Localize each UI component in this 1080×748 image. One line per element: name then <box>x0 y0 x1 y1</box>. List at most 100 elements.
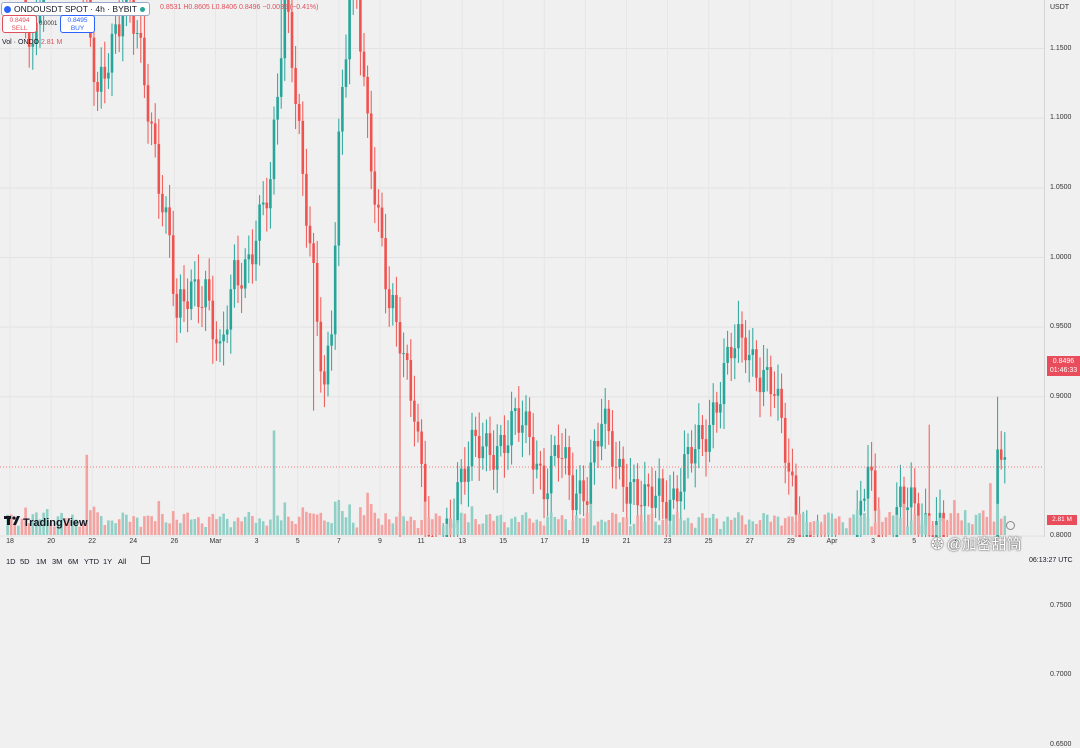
volume-bar <box>374 513 377 535</box>
candle-body <box>1004 457 1007 460</box>
candle-body <box>716 402 719 412</box>
candle-body <box>629 482 632 504</box>
candle-body <box>298 104 301 121</box>
candle-body <box>618 459 621 467</box>
volume-bar <box>176 520 179 535</box>
range-button-1y[interactable]: 1Y <box>103 557 112 566</box>
time-tick-label: Mar <box>209 538 221 545</box>
candle-body <box>168 207 171 235</box>
candle-body <box>608 409 611 431</box>
volume-bar <box>276 516 279 535</box>
volume-bar <box>716 519 719 535</box>
candle-body <box>399 322 402 353</box>
volume-bar <box>914 514 917 535</box>
volume-bar <box>233 521 236 535</box>
candle-body <box>755 349 758 378</box>
volume-bar <box>777 517 780 535</box>
wechat-icon: ❂ <box>931 535 944 553</box>
buy-button[interactable]: 0.8495 BUY <box>60 15 95 33</box>
candle-body <box>482 446 485 458</box>
candle-body <box>550 456 553 493</box>
volume-legend[interactable]: Vol · ONDO 2.81 M <box>2 39 62 46</box>
watermark: ❂ @加密甜筒 <box>931 533 1022 554</box>
range-button-3m[interactable]: 3M <box>52 557 62 566</box>
sell-price: 0.8494 <box>3 17 36 25</box>
volume-bar <box>334 502 337 535</box>
candle-body <box>179 289 182 317</box>
calendar-icon[interactable] <box>141 556 150 564</box>
time-tick-label: 25 <box>705 538 713 545</box>
candle-body <box>363 52 366 77</box>
candle-body <box>183 289 186 301</box>
candle-body <box>305 174 308 226</box>
candle-body <box>640 505 643 506</box>
range-button-ytd[interactable]: YTD <box>84 557 99 566</box>
volume-bar <box>528 518 531 535</box>
range-button-5d[interactable]: 5D <box>20 557 30 566</box>
range-button-1d[interactable]: 1D <box>6 557 16 566</box>
buy-label: BUY <box>61 25 94 33</box>
volume-bar <box>651 514 654 535</box>
volume-bar <box>197 517 200 535</box>
scroll-to-realtime-icon[interactable] <box>1006 521 1015 530</box>
ohlc-values: 0.8531 H0.8605 L0.8406 0.8496 −0.0035 (−… <box>160 4 318 11</box>
volume-bar <box>572 521 575 535</box>
volume-bar <box>532 523 535 535</box>
volume-bar <box>604 522 607 535</box>
utc-clock[interactable]: 06:13:27 UTC <box>1029 557 1073 564</box>
candle-body <box>158 144 161 194</box>
candle-body <box>730 347 733 358</box>
range-button-6m[interactable]: 6M <box>68 557 78 566</box>
candle-body <box>255 241 258 264</box>
chart-pane[interactable]: ONDOUSDT SPOT · 4h · BYBIT 0.8531 H0.860… <box>0 0 1044 537</box>
volume-bar <box>388 519 391 535</box>
volume-bar <box>154 521 157 535</box>
range-button-all[interactable]: All <box>118 557 126 566</box>
sell-button[interactable]: 0.8494 SELL <box>2 15 37 33</box>
time-tick-label: 9 <box>378 538 382 545</box>
candle-body <box>910 487 913 507</box>
candle-body <box>762 370 765 392</box>
volume-bar <box>773 516 776 535</box>
volume-bar <box>791 517 794 535</box>
candle-body <box>165 207 168 212</box>
candle-body <box>579 480 582 493</box>
volume-bar <box>806 521 809 535</box>
candle-body <box>366 77 369 114</box>
volume-bar <box>726 517 729 535</box>
volume-bar <box>114 523 117 535</box>
candle-body <box>726 347 729 363</box>
candlestick-chart[interactable] <box>0 0 1044 537</box>
candle-body <box>759 378 762 392</box>
range-button-1m[interactable]: 1M <box>36 557 46 566</box>
candle-body <box>345 59 348 87</box>
candle-body <box>219 341 222 343</box>
volume-bar <box>370 504 373 535</box>
tradingview-logo[interactable]: TradingView <box>4 516 88 529</box>
volume-bar <box>744 524 747 535</box>
price-tick-label: 0.7000 <box>1050 671 1071 678</box>
volume-bar <box>435 514 438 535</box>
candle-body <box>528 411 531 437</box>
candle-body <box>683 454 686 492</box>
candle-body <box>273 120 276 179</box>
volume-bar <box>921 520 924 535</box>
volume-bar <box>766 515 769 535</box>
volume-bar <box>467 522 470 535</box>
price-scale[interactable]: USDT 1.30001.25001.20001.15001.10001.050… <box>1044 0 1080 537</box>
candle-body <box>197 279 200 307</box>
candle-body <box>111 34 114 73</box>
candle-body <box>737 324 740 348</box>
volume-bar <box>449 518 452 535</box>
volume-bar <box>953 500 956 535</box>
volume-bar <box>906 526 909 535</box>
candle-body <box>543 466 546 500</box>
symbol-box[interactable]: ONDOUSDT SPOT · 4h · BYBIT <box>1 2 150 16</box>
volume-bar <box>194 519 197 535</box>
candle-body <box>680 492 683 502</box>
time-tick-label: 22 <box>88 538 96 545</box>
volume-bar <box>762 513 765 535</box>
volume-bar <box>219 517 222 535</box>
volume-bar <box>287 517 290 535</box>
